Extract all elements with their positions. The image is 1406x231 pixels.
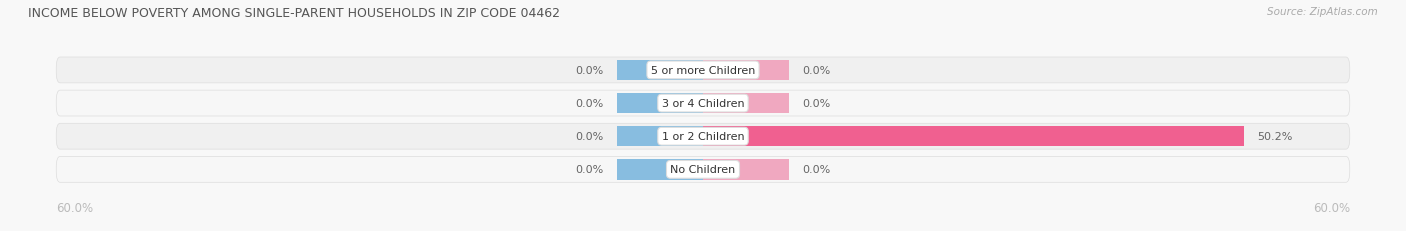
FancyBboxPatch shape (56, 58, 1350, 83)
Text: 3 or 4 Children: 3 or 4 Children (662, 99, 744, 109)
Bar (617, 93, 703, 114)
Text: 0.0%: 0.0% (803, 66, 831, 76)
Text: Source: ZipAtlas.com: Source: ZipAtlas.com (1267, 7, 1378, 17)
Bar (703, 126, 1244, 147)
Text: 1 or 2 Children: 1 or 2 Children (662, 132, 744, 142)
Text: 60.0%: 60.0% (1313, 201, 1350, 214)
Bar (617, 126, 703, 147)
Text: 0.0%: 0.0% (803, 165, 831, 175)
Text: 0.0%: 0.0% (575, 99, 603, 109)
FancyBboxPatch shape (56, 124, 1350, 149)
Bar (703, 60, 789, 81)
Text: 60.0%: 60.0% (56, 201, 93, 214)
Text: No Children: No Children (671, 165, 735, 175)
Text: 0.0%: 0.0% (575, 132, 603, 142)
Text: 0.0%: 0.0% (575, 165, 603, 175)
Text: 50.2%: 50.2% (1257, 132, 1292, 142)
FancyBboxPatch shape (56, 157, 1350, 182)
Bar (703, 159, 789, 180)
Bar (703, 93, 789, 114)
Text: 0.0%: 0.0% (575, 66, 603, 76)
Text: 5 or more Children: 5 or more Children (651, 66, 755, 76)
Bar (617, 159, 703, 180)
FancyBboxPatch shape (56, 91, 1350, 116)
Text: 0.0%: 0.0% (803, 99, 831, 109)
Text: INCOME BELOW POVERTY AMONG SINGLE-PARENT HOUSEHOLDS IN ZIP CODE 04462: INCOME BELOW POVERTY AMONG SINGLE-PARENT… (28, 7, 560, 20)
Bar (617, 60, 703, 81)
